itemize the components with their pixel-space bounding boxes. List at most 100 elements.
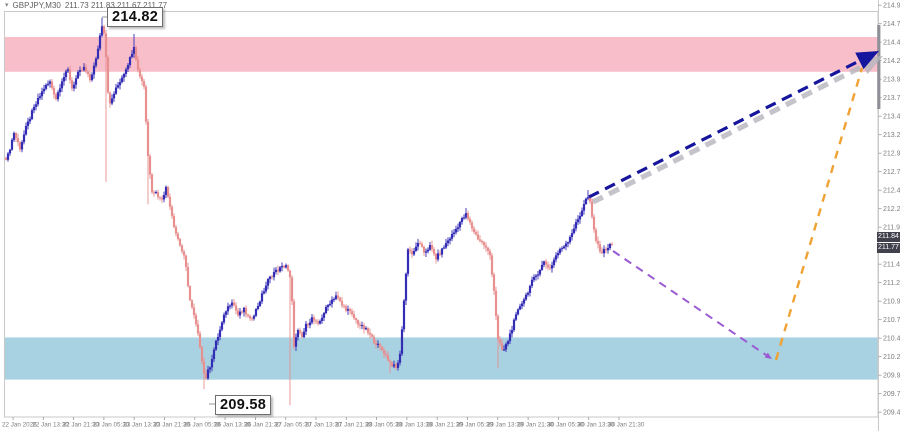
candle-body: [248, 315, 252, 319]
candle-body: [400, 329, 404, 354]
candle-body: [308, 322, 312, 326]
candle-body: [588, 197, 592, 202]
candle-body: [266, 279, 270, 286]
candle-body: [402, 300, 406, 330]
correction-arrow[interactable]: [612, 250, 767, 356]
candle-body: [572, 228, 576, 234]
candle-body: [6, 153, 10, 160]
candle-body: [88, 74, 92, 81]
candle-body: [106, 57, 110, 93]
candle-body: [252, 315, 256, 319]
candle-body: [176, 233, 180, 240]
candle-body: [508, 333, 512, 342]
candle-body: [424, 251, 428, 253]
candle-body: [464, 213, 468, 218]
time-tick-label: 30 Jan 13:30: [578, 422, 615, 429]
candle-body: [20, 142, 24, 150]
candle-body: [396, 362, 400, 368]
support-zone[interactable]: [4, 337, 878, 380]
candle-body: [4, 157, 8, 160]
candle-body: [272, 272, 276, 278]
candle-body: [286, 265, 290, 271]
candle-body: [352, 314, 356, 319]
candle-body: [196, 324, 200, 334]
candle-body: [490, 255, 494, 275]
candle-body: [524, 294, 528, 300]
candle-body: [560, 248, 564, 250]
candle-body: [92, 65, 96, 75]
low-price-annotation[interactable]: 209.58: [215, 395, 272, 415]
impulse-projection-arrow-head[interactable]: [855, 51, 879, 70]
candle-body: [456, 227, 460, 229]
candle-body: [432, 249, 436, 254]
candle-body: [552, 259, 556, 266]
candle-body: [530, 279, 534, 286]
time-tick-label: 30 Jan 05:30: [547, 422, 584, 429]
candle-body: [206, 369, 210, 379]
candle-body: [114, 87, 118, 94]
candle-body: [348, 309, 352, 312]
candle-body: [426, 249, 430, 252]
candle-body: [70, 80, 74, 89]
candle-body: [162, 195, 166, 200]
chart-symbol-label: GBPJPY,M30: [12, 1, 61, 10]
alternative-scenario-arrow[interactable]: [774, 67, 864, 361]
candle-body: [398, 353, 402, 363]
candle-body: [188, 286, 192, 301]
candle-body: [24, 125, 28, 135]
price-tick-label: 209.74: [883, 391, 900, 398]
high-price-annotation[interactable]: 214.82: [107, 7, 164, 27]
candle-body: [422, 246, 426, 253]
candle-body: [356, 320, 360, 325]
candle-body: [30, 110, 34, 120]
time-tick-label: 29 Jan 21:30: [517, 422, 554, 429]
candle-body: [332, 298, 336, 300]
time-tick-label: 26 Jan 13:30: [214, 422, 251, 429]
candle-body: [386, 355, 390, 361]
candle-body: [556, 253, 560, 256]
correction-arrow-head[interactable]: [764, 352, 772, 359]
candle-body: [154, 191, 158, 193]
candle-body: [528, 285, 532, 293]
candle-body: [580, 210, 584, 217]
impulse-projection-arrow[interactable]: [588, 59, 861, 199]
candle-body: [482, 242, 486, 246]
candle-body: [96, 48, 100, 59]
candle-body: [182, 251, 186, 256]
chart-dropdown-icon[interactable]: ▾: [5, 1, 9, 9]
candle-body: [466, 213, 470, 219]
price-axis-scrollbar[interactable]: [877, 25, 881, 109]
candle-body: [26, 121, 30, 126]
candle-body: [186, 267, 190, 287]
time-tick-label: 22 Jan 21:30: [63, 422, 100, 429]
candle-body: [28, 119, 32, 122]
candle-body: [210, 359, 214, 368]
candle-body: [258, 301, 262, 306]
candle-body: [222, 314, 226, 323]
candle-body: [574, 222, 578, 229]
candle-body: [278, 267, 282, 272]
resistance-zone[interactable]: [4, 37, 878, 72]
candle-body: [156, 191, 160, 198]
candle-body: [360, 324, 364, 327]
candle-body: [112, 93, 116, 99]
time-tick-label: 27 Jan 13:30: [305, 422, 342, 429]
candle-body: [172, 216, 176, 227]
time-tick-label: 22 Jan 13:30: [32, 422, 69, 429]
candle-body: [100, 26, 104, 36]
candle-body: [554, 255, 558, 260]
candle-body: [72, 84, 76, 89]
candle-body: [328, 303, 332, 306]
candle-body: [234, 305, 238, 311]
candle-body: [202, 361, 206, 374]
time-tick-label: 23 Jan 21:30: [154, 422, 191, 429]
candle-body: [276, 269, 280, 272]
candle-body: [534, 275, 538, 277]
candle-body: [126, 65, 130, 70]
candle-body: [458, 222, 462, 228]
candle-body: [120, 77, 124, 83]
candle-body: [14, 133, 18, 138]
candle-body: [150, 174, 154, 193]
